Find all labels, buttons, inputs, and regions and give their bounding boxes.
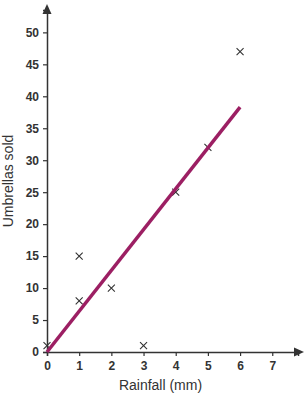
tick-mark (43, 32, 47, 33)
tick-label: 5 (32, 313, 39, 327)
point (237, 48, 244, 55)
tick: 2 (109, 352, 116, 373)
tick-label: 2 (109, 359, 116, 373)
tick: 4 (173, 352, 180, 373)
tick-label: 5 (205, 359, 212, 373)
axis-line (43, 11, 48, 353)
tick-label: 6 (237, 359, 244, 373)
tick: 40 (26, 90, 47, 104)
x-axis: 0 1 2 3 4 5 6 7 (44, 352, 298, 373)
chart: 0510152025303540455001234567Rainfall (mm… (0, 0, 304, 402)
axis-arrow (294, 348, 304, 357)
tick: 0 (44, 352, 51, 373)
point (76, 253, 83, 260)
tick: 50 (26, 26, 47, 40)
plot: 0510152025303540455001234567 (26, 4, 304, 373)
y-axis-title: Umbrellas sold (0, 135, 16, 228)
point (76, 297, 83, 304)
tick-label: 40 (26, 90, 40, 104)
tick-mark (43, 160, 47, 161)
tick: 35 (26, 122, 47, 136)
tick-label: 4 (173, 359, 180, 373)
tick: 5 (32, 313, 47, 327)
tick-mark (43, 288, 47, 289)
tick: 6 (237, 352, 244, 373)
tick-label: 30 (26, 154, 40, 168)
axis-arrow (43, 4, 52, 14)
tick: 25 (26, 186, 47, 200)
tick-label: 3 (141, 359, 148, 373)
tick: 1 (76, 352, 83, 373)
tick: 15 (26, 249, 47, 263)
tick-mark (43, 352, 47, 353)
tick: 7 (269, 352, 276, 373)
tick-mark (111, 352, 112, 356)
tick: 5 (205, 352, 212, 373)
tick-mark (143, 352, 144, 356)
tick-label: 20 (26, 217, 40, 231)
point (108, 285, 115, 292)
tick-mark (176, 352, 177, 356)
tick: 30 (26, 154, 47, 168)
axis-line (48, 353, 299, 357)
tick-mark (43, 64, 47, 65)
point (140, 342, 147, 349)
tick: 10 (26, 281, 47, 295)
fit-line (47, 107, 240, 352)
tick-label: 50 (26, 26, 40, 40)
tick-mark (43, 128, 47, 129)
tick: 3 (141, 352, 148, 373)
tick: 20 (26, 217, 47, 231)
tick: 45 (26, 58, 47, 72)
y-axis: 0 5 10 15 20 25 30 35 40 45 50 (26, 11, 48, 360)
tick-mark (79, 352, 80, 356)
tick-label: 1 (76, 359, 83, 373)
marks (44, 48, 244, 352)
tick-label: 45 (26, 58, 40, 72)
tick-mark (43, 256, 47, 257)
tick-mark (43, 320, 47, 321)
tick-label: 35 (26, 122, 40, 136)
tick-label: 7 (269, 359, 276, 373)
tick-label: 10 (26, 281, 40, 295)
tick-label: 0 (32, 345, 39, 359)
tick-label: 25 (26, 186, 40, 200)
tick-mark (272, 352, 273, 356)
tick-mark (43, 224, 47, 225)
x-axis-title: Rainfall (mm) (119, 377, 202, 393)
tick-mark (43, 192, 47, 193)
tick-mark (240, 352, 241, 356)
tick-label: 0 (44, 359, 51, 373)
tick-mark (208, 352, 209, 356)
tick-mark (43, 96, 47, 97)
tick-label: 15 (26, 249, 40, 263)
